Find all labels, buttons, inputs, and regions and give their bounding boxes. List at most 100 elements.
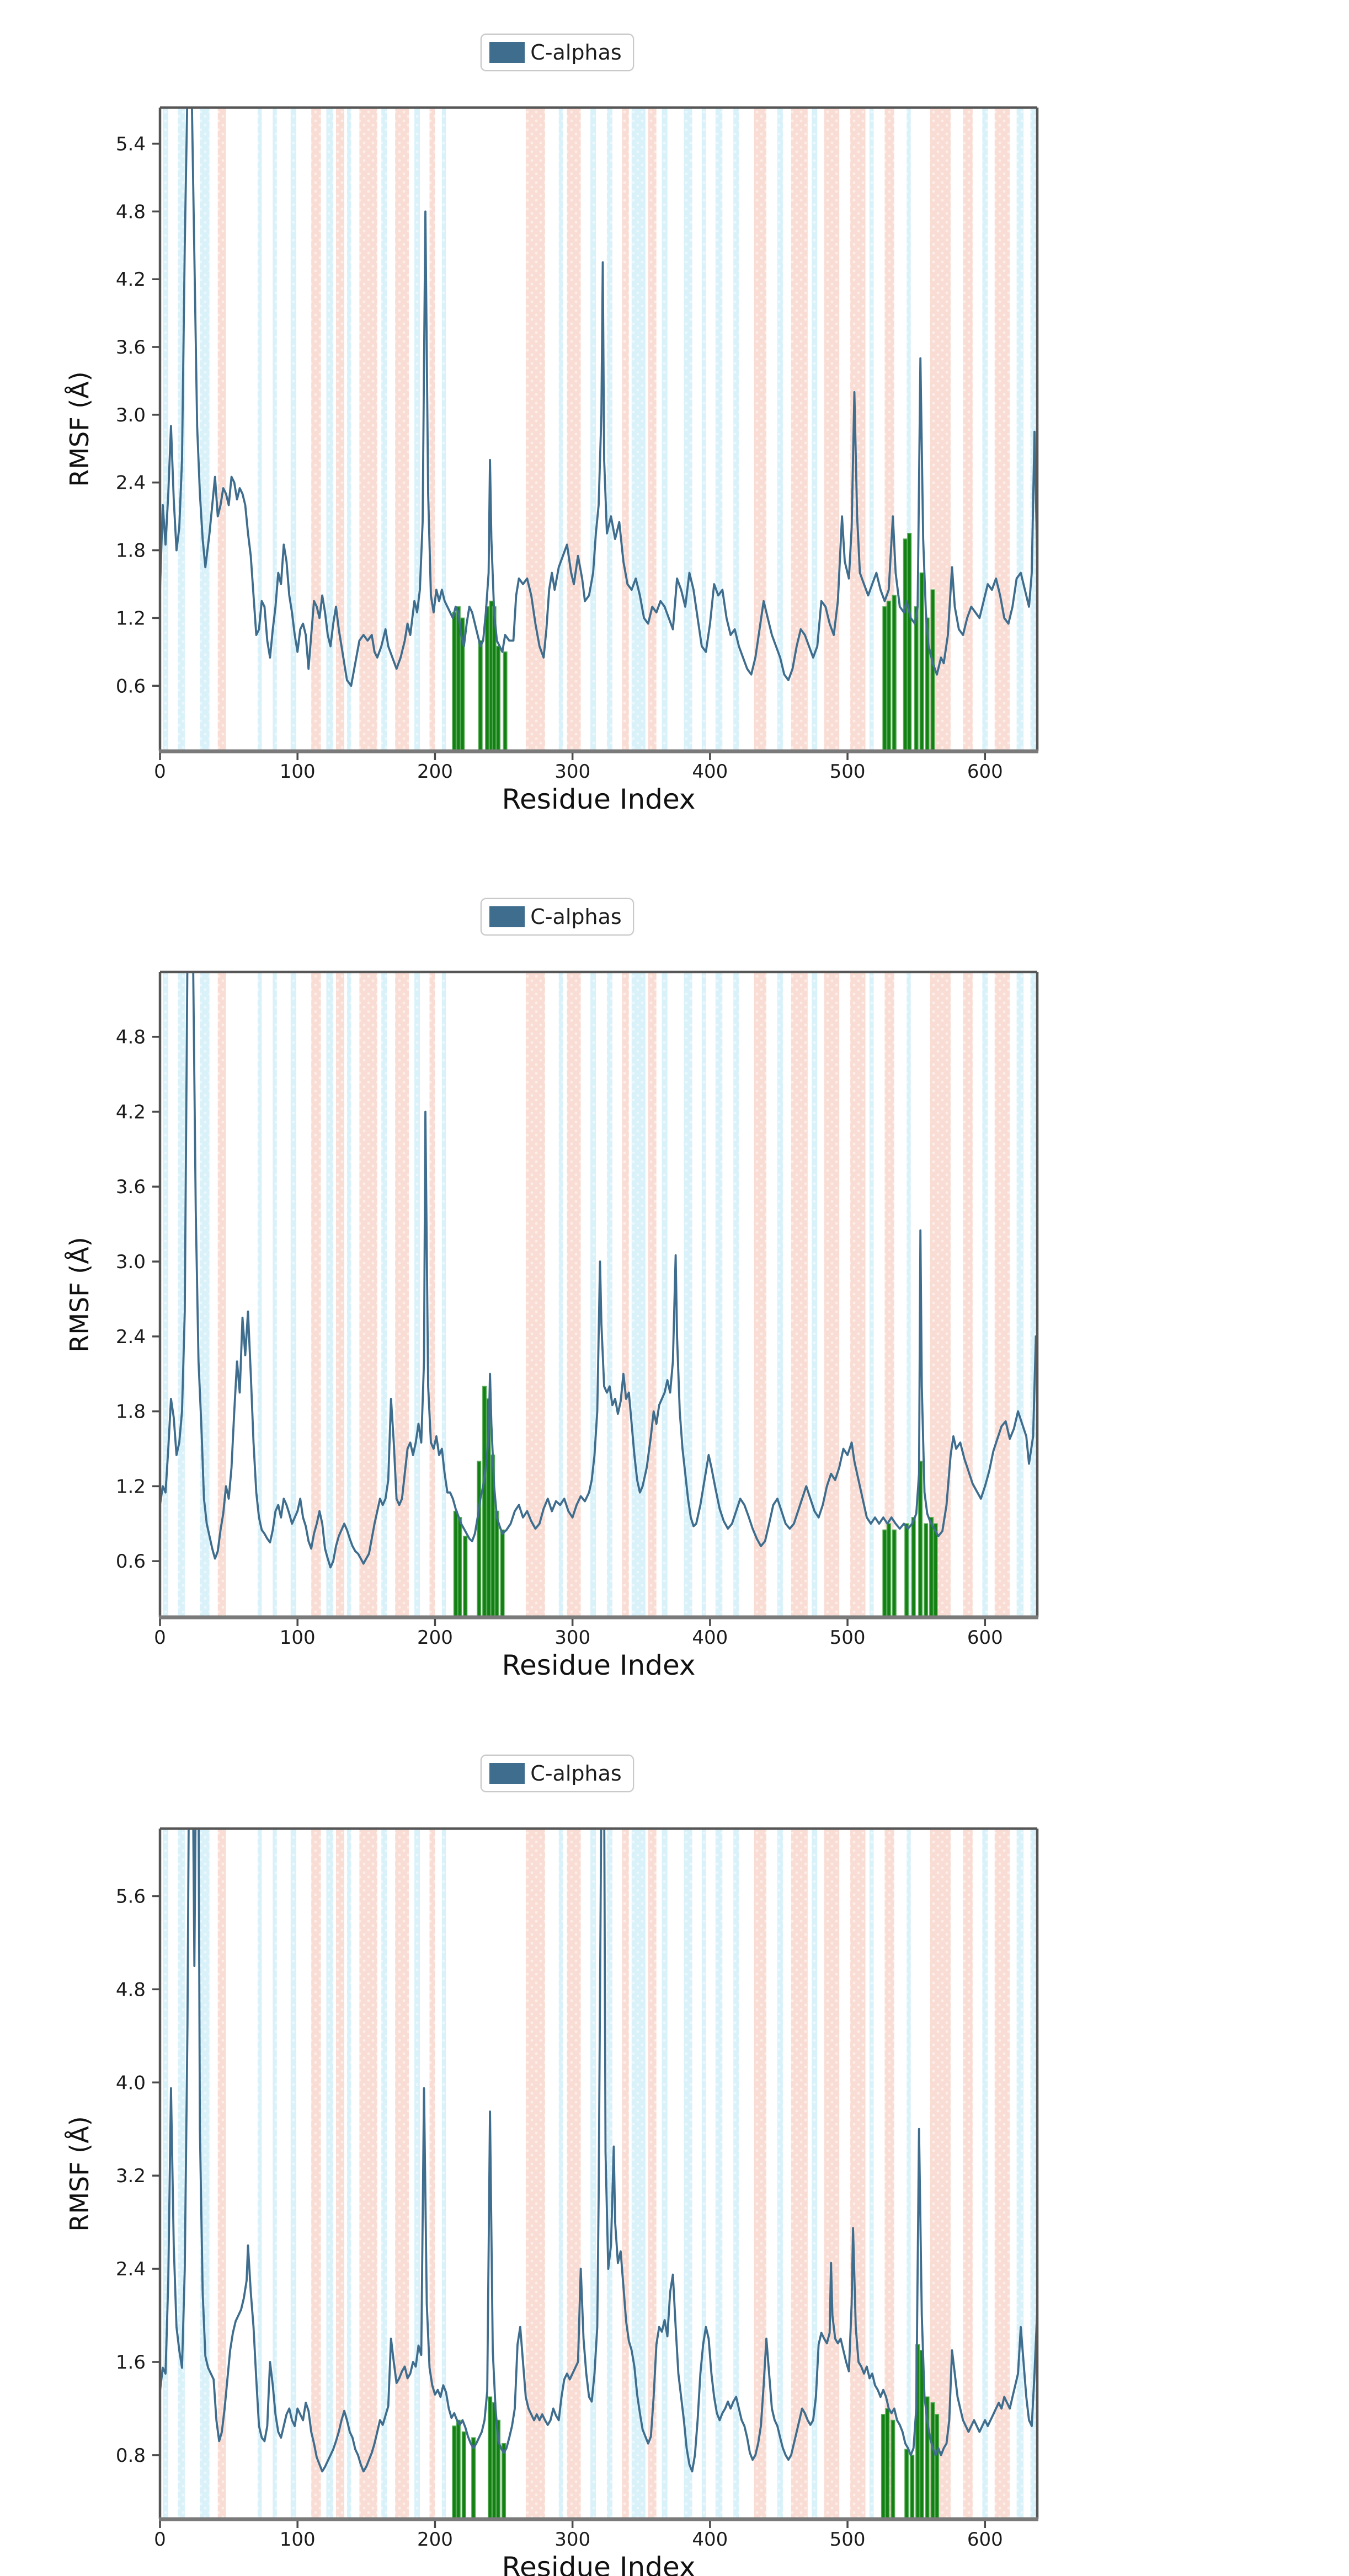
helix-band: [359, 972, 377, 1617]
strand-band: [733, 108, 739, 751]
strand-band: [346, 108, 351, 751]
helix-band: [824, 108, 840, 751]
strand-band: [326, 972, 334, 1617]
x-tick-label: 0: [154, 1627, 166, 1649]
x-tick-label: 100: [280, 2529, 316, 2551]
y-tick-label: 3.6: [116, 1176, 146, 1198]
contact-bar: [930, 589, 935, 751]
y-tick-label: 5.6: [116, 1885, 146, 1907]
helix-band: [791, 972, 808, 1617]
c-alphas-swatch-icon: [489, 42, 525, 63]
strand-band: [257, 1829, 262, 2519]
contact-bar: [463, 1536, 468, 1617]
strand-band: [273, 972, 277, 1617]
x-tick-label: 200: [417, 2529, 453, 2551]
helix-band: [622, 108, 629, 751]
x-axis-ticks: 0 100 200 300 400 500 600: [154, 753, 1003, 783]
helix-band: [754, 1829, 767, 2519]
strand-band: [701, 972, 706, 1617]
helix-band: [754, 108, 767, 751]
strand-band: [777, 972, 783, 1617]
x-tick-label: 0: [154, 761, 166, 783]
rmsf-figure-1: C-alphas RMSF (Å) 0 100 200 300 400 500 600 0.6…: [65, 30, 1054, 815]
x-tick-label: 200: [417, 1627, 453, 1649]
contact-bar: [456, 606, 461, 751]
strand-band: [982, 972, 988, 1617]
strand-band: [631, 972, 646, 1617]
helix-band: [311, 1829, 321, 2519]
contact-bar: [477, 1461, 482, 1617]
contact-bar: [492, 2402, 497, 2519]
strand-band: [257, 972, 262, 1617]
helix-band: [791, 1829, 808, 2519]
helix-band: [567, 1829, 581, 2519]
helix-band: [648, 972, 657, 1617]
strand-band: [907, 972, 911, 1617]
x-tick-label: 500: [830, 1627, 866, 1649]
ligand-contact-bars: [453, 1386, 938, 1617]
strand-band: [812, 108, 818, 751]
y-tick-label: 4.0: [116, 2072, 146, 2094]
x-tick-label: 300: [554, 2529, 590, 2551]
strand-band: [812, 1829, 818, 2519]
x-tick-label: 500: [830, 761, 866, 783]
helix-band: [824, 1829, 840, 2519]
helix-band: [429, 1829, 435, 2519]
contact-bar: [460, 617, 465, 751]
strand-band: [733, 972, 739, 1617]
contact-bar: [456, 2419, 461, 2519]
contact-bar: [914, 606, 919, 751]
strand-band: [1016, 1829, 1024, 2519]
strand-band: [907, 108, 911, 751]
strand-band: [441, 108, 446, 751]
strand-band: [606, 972, 612, 1617]
strand-band: [631, 1829, 646, 2519]
rmsf-plot-1: 0 100 200 300 400 500 600 0.6 1.2 1.8 2.4 3.0 3.6 4.2…: [116, 106, 1039, 783]
contact-bar: [471, 2437, 476, 2519]
helix-band: [395, 1829, 409, 2519]
contact-bar: [918, 1461, 923, 1617]
y-tick-label: 3.0: [116, 1251, 146, 1273]
strand-band: [869, 972, 874, 1617]
x-axis-ticks: 0 100 200 300 400 500 600: [154, 2521, 1003, 2551]
secondary-structure-bands: [162, 108, 1036, 751]
x-tick-label: 500: [830, 2529, 866, 2551]
legend-label: C-alphas: [530, 905, 622, 929]
strand-band: [777, 1829, 783, 2519]
contact-bar: [482, 1386, 487, 1617]
strand-band: [1030, 972, 1036, 1617]
strand-band: [162, 972, 168, 1617]
y-tick-label: 4.8: [116, 1027, 146, 1049]
y-axis-title: RMSF (Å): [65, 1237, 94, 1353]
contact-bar: [907, 533, 912, 751]
strand-band: [715, 1829, 723, 2519]
helix-band: [311, 108, 321, 751]
c-alphas-swatch-icon: [489, 1763, 525, 1784]
strand-band: [414, 972, 420, 1617]
y-axis-ticks: 0.6 1.2 1.8 2.4 3.0 3.6 4.2 4.8: [116, 1027, 159, 1573]
rmsf-plot-3: 0 100 200 300 400 500 600 0.8 1.6 2.4 3.2 4.0 4.8 5.6: [116, 1827, 1039, 2551]
y-tick-label: 5.4: [116, 133, 146, 156]
contact-bar: [461, 2431, 466, 2519]
helix-band: [994, 108, 1010, 751]
y-tick-label: 3.2: [116, 2165, 146, 2187]
legend-box: C-alphas: [481, 1755, 634, 1792]
helix-band: [791, 108, 808, 751]
helix-band: [994, 1829, 1010, 2519]
strand-band: [200, 108, 210, 751]
strand-band: [178, 1829, 185, 2519]
y-tick-label: 0.8: [116, 2445, 146, 2467]
contact-bar: [485, 606, 490, 751]
helix-band: [648, 1829, 657, 2519]
strand-band: [701, 108, 706, 751]
contact-bar: [924, 1523, 929, 1617]
contact-bar: [892, 1529, 897, 1617]
rmsf-trace: [160, 1829, 1037, 2473]
rmsf-figure-2: C-alphas RMSF (Å) 0 100 200 300 400 500 600 0.6…: [65, 895, 1054, 1681]
contact-bar: [903, 538, 908, 751]
legend-row: C-alphas: [72, 895, 1043, 939]
helix-band: [884, 1829, 894, 2519]
strand-band: [558, 1829, 563, 2519]
strand-band: [590, 972, 596, 1617]
contact-bar: [910, 2455, 915, 2519]
